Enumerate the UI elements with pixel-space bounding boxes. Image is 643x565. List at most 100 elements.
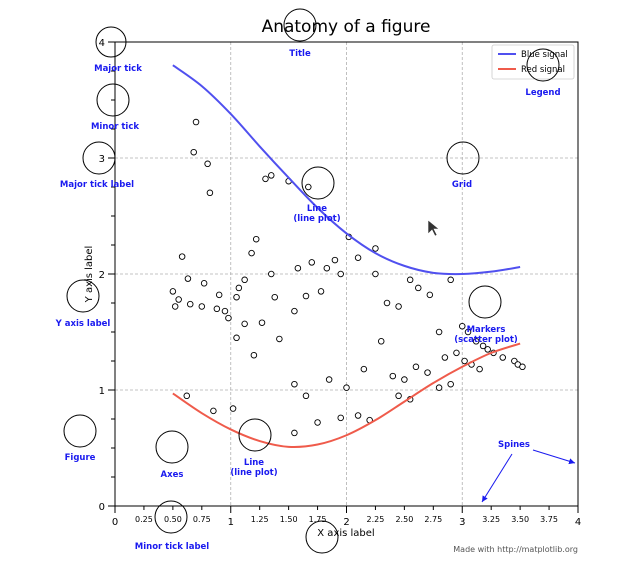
scatter-point [210, 407, 217, 415]
scatter-point [415, 284, 422, 292]
x-minor-tick-label: 1.25 [251, 515, 269, 524]
scatter-point [479, 342, 487, 350]
scatter-point [360, 365, 368, 373]
scatter-point [354, 412, 362, 419]
scatter-point [294, 264, 302, 272]
scatter-point [499, 354, 507, 361]
scatter-point [305, 183, 312, 191]
scatter-point [424, 369, 431, 376]
x-minor-tick-label: 0.75 [193, 515, 211, 524]
y-axis-label-marker [66, 279, 100, 313]
x-major-tick-label: 4 [575, 517, 581, 528]
scatter-point [183, 392, 191, 400]
scatter-point [229, 405, 237, 412]
scatter-point [215, 291, 223, 299]
y-major-tick-label: 3 [99, 154, 105, 165]
annotation-minor-tick-label: Minor tick label [135, 542, 210, 552]
scatter-point [225, 314, 232, 322]
scatter-point [192, 118, 200, 126]
scatter-point [383, 299, 391, 307]
annotation-line-lower: Line (line plot) [230, 458, 277, 478]
axes-marker [155, 430, 189, 464]
title-marker [283, 8, 317, 42]
x-minor-tick-label: 2.50 [395, 515, 413, 524]
scatter-point [302, 292, 310, 300]
y-major-tick-label: 1 [99, 386, 105, 397]
annotation-markers: Markers (scatter plot) [454, 325, 518, 345]
y-major-tick-label: 0 [99, 502, 105, 513]
scatter-point [252, 235, 260, 243]
legend-entry: Blue signal [521, 50, 568, 60]
scatter-point [258, 319, 266, 326]
scatter-point [441, 354, 449, 361]
scatter-point [171, 303, 179, 310]
scatter-point [453, 349, 460, 357]
x-minor-tick-label: 3.50 [511, 515, 529, 524]
scatter-point [250, 351, 258, 359]
scatter-point [331, 256, 339, 264]
scatter-point [175, 296, 182, 303]
scatter-point [377, 338, 385, 345]
scatter-point [241, 320, 248, 328]
line-lower-marker [238, 418, 272, 452]
scatter-point [459, 322, 466, 330]
x-minor-tick-label: 0.50 [164, 515, 182, 524]
minor-tick-marker [96, 83, 130, 117]
scatter-point [184, 275, 192, 282]
scatter-point [291, 429, 298, 437]
scatter-point [395, 392, 402, 400]
line-upper-marker [301, 166, 335, 200]
red-signal-line [172, 342, 521, 448]
x-minor-tick-label: 0.25 [135, 515, 153, 524]
scatter-point [302, 392, 310, 400]
markers-marker [468, 285, 502, 319]
scatter-point [198, 303, 206, 310]
scatter-point [169, 288, 177, 295]
grid-marker [446, 141, 480, 175]
spine-arrow-bottom [481, 453, 513, 503]
y-axis-label: Y axis label [84, 246, 95, 304]
scatter-point [406, 276, 414, 284]
x-minor-tick-label: 1.75 [309, 515, 327, 524]
scatter-point [235, 284, 243, 292]
annotation-spines: Spines [498, 440, 530, 450]
annotation-minor-tick: Minor tick [91, 122, 139, 132]
minor-tick-label-marker [154, 500, 188, 534]
scatter-point [291, 307, 298, 315]
scatter-point [447, 380, 454, 388]
scatter-point [276, 335, 283, 343]
scatter-point [343, 384, 350, 391]
scatter-point [178, 253, 186, 260]
x-major-tick-label: 3 [459, 517, 465, 528]
scatter-point [271, 293, 278, 301]
scatter-point [308, 259, 316, 266]
scatter-point [190, 148, 197, 156]
chart-title: Anatomy of a figure [262, 17, 431, 37]
footer-credit: Made with http://matplotlib.org [453, 545, 578, 554]
x-minor-tick-label: 1.50 [280, 515, 298, 524]
scatter-point [484, 346, 491, 353]
scatter-point [476, 365, 483, 373]
scatter-point [200, 280, 208, 287]
figure-marker [63, 414, 97, 448]
scatter-point [186, 300, 194, 308]
x-minor-tick-label: 3.25 [482, 515, 500, 524]
scatter-point [221, 307, 229, 315]
scatter-point [241, 276, 248, 284]
scatter-point [401, 376, 408, 383]
major-tick-label-marker [82, 141, 116, 175]
scatter-point [464, 328, 472, 336]
scatter-point [206, 189, 214, 197]
scatter-point [435, 328, 443, 336]
scatter-point [447, 276, 454, 284]
scatter-point [233, 293, 240, 301]
annotation-major-tick-label: Major tick label [60, 180, 134, 190]
scatter-point [314, 419, 321, 426]
scatter-point [262, 175, 269, 183]
scatter-point [372, 270, 379, 278]
scatter-point [519, 363, 526, 371]
scatter-point [395, 303, 402, 310]
x-minor-tick-label: 2.75 [424, 515, 442, 524]
x-minor-tick-label: 2.25 [367, 515, 385, 524]
